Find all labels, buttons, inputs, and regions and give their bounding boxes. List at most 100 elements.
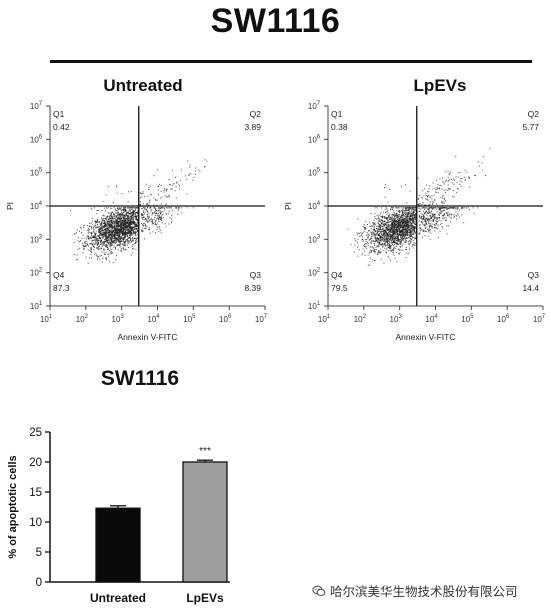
- event-dot: [372, 259, 374, 261]
- event-dot: [166, 188, 168, 190]
- event-dot: [396, 221, 398, 223]
- event-dot: [367, 237, 369, 239]
- event-dot: [88, 229, 90, 231]
- event-dot: [380, 239, 382, 241]
- event-dot: [131, 226, 133, 228]
- event-dot: [411, 209, 413, 211]
- event-dot: [410, 216, 412, 218]
- y-tick-label: 102: [308, 268, 321, 278]
- event-dot: [148, 188, 150, 190]
- event-dot: [391, 234, 393, 236]
- event-dot: [399, 229, 401, 231]
- event-dot: [403, 231, 405, 233]
- event-dot: [115, 246, 117, 248]
- event-dot: [386, 232, 388, 234]
- event-dot: [124, 232, 126, 234]
- event-dot: [410, 207, 412, 209]
- event-dot: [107, 247, 109, 249]
- event-dot: [357, 241, 359, 243]
- event-dot: [101, 224, 103, 226]
- event-dot: [139, 201, 141, 203]
- event-dot: [356, 232, 358, 234]
- event-dot: [421, 222, 423, 224]
- event-dot: [385, 238, 387, 240]
- event-dot: [367, 230, 369, 232]
- event-dot: [120, 240, 122, 242]
- event-dot: [408, 237, 410, 239]
- event-dot: [364, 228, 366, 230]
- event-dot: [103, 242, 105, 244]
- event-dot: [148, 207, 150, 209]
- event-dot: [141, 213, 143, 215]
- event-dot: [85, 245, 87, 247]
- event-dot: [129, 235, 131, 237]
- event-dot: [129, 232, 131, 234]
- event-dot: [125, 233, 127, 235]
- event-dot: [108, 219, 110, 221]
- event-dot: [104, 245, 106, 247]
- event-dot: [363, 227, 365, 229]
- event-dot: [420, 213, 422, 215]
- event-dot: [413, 226, 415, 228]
- event-dot: [422, 223, 424, 225]
- event-dot: [134, 209, 136, 211]
- event-dot: [149, 219, 151, 221]
- event-dot: [401, 238, 403, 240]
- event-dot: [122, 230, 124, 232]
- event-dot: [110, 240, 112, 242]
- event-dot: [397, 222, 399, 224]
- event-dot: [409, 216, 411, 218]
- event-dot: [395, 230, 397, 232]
- event-dot: [127, 242, 129, 244]
- event-dot: [411, 218, 413, 220]
- event-dot: [128, 237, 130, 239]
- event-dot: [82, 242, 84, 244]
- event-dot: [347, 228, 349, 230]
- event-dot: [132, 215, 134, 217]
- event-dot: [176, 182, 178, 184]
- event-dot: [383, 231, 385, 233]
- event-dot: [408, 220, 410, 222]
- event-dot: [113, 207, 115, 209]
- event-dot: [379, 251, 381, 253]
- event-dot: [433, 218, 435, 220]
- event-dot: [79, 241, 81, 243]
- event-dot: [132, 211, 134, 213]
- event-dot: [404, 242, 406, 244]
- event-dot: [420, 217, 422, 219]
- event-dot: [411, 219, 413, 221]
- x-tick-label: 105: [461, 314, 474, 324]
- event-dot: [134, 237, 136, 239]
- event-dot: [370, 228, 372, 230]
- event-dot: [121, 212, 123, 214]
- event-dot: [100, 247, 102, 249]
- event-dot: [117, 231, 119, 233]
- event-dot: [406, 217, 408, 219]
- event-dot: [383, 262, 385, 264]
- event-dot: [396, 236, 398, 238]
- event-dot: [116, 228, 118, 230]
- event-dot: [129, 209, 131, 211]
- event-dot: [133, 213, 135, 215]
- event-dot: [402, 212, 404, 214]
- event-dot: [103, 215, 105, 217]
- event-dot: [168, 213, 170, 215]
- event-dot: [382, 224, 384, 226]
- event-dot: [129, 213, 131, 215]
- event-dot: [390, 245, 392, 247]
- event-dot: [107, 212, 109, 214]
- event-dot: [440, 213, 442, 215]
- event-dot: [413, 214, 415, 216]
- event-dot: [376, 232, 378, 234]
- event-dot: [390, 242, 392, 244]
- event-dot: [112, 239, 114, 241]
- event-dot: [95, 232, 97, 234]
- event-dot: [100, 233, 102, 235]
- event-dot: [114, 222, 116, 224]
- event-dot: [407, 218, 409, 220]
- event-dot: [385, 207, 387, 209]
- event-dot: [124, 224, 126, 226]
- event-dot: [450, 217, 452, 219]
- event-dot: [402, 228, 404, 230]
- event-dot: [121, 209, 123, 211]
